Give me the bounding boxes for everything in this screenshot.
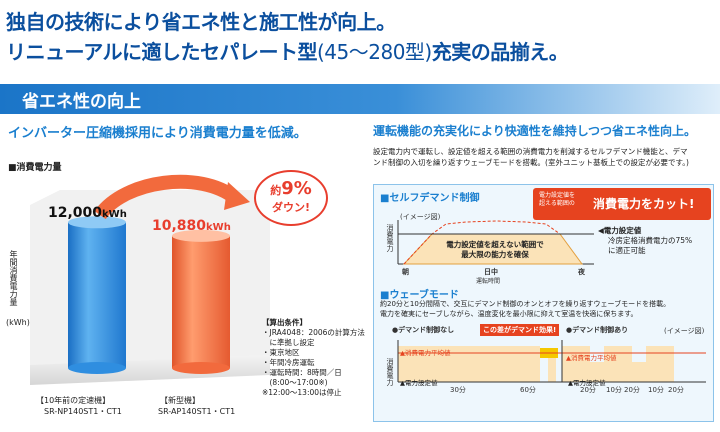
wave-xtick: 20分 <box>580 386 596 394</box>
bar-1 <box>172 235 230 368</box>
conditions: 【算出条件】 ・JRA4048：2006の計算方法 に準拠し設定 ・東京地区 ・… <box>262 318 365 398</box>
wave-image-note: (イメージ図) <box>664 327 705 335</box>
bar-0-base <box>68 362 126 374</box>
wave-on-high-3 <box>646 346 674 382</box>
self-demand-yaxis: 消費電力 <box>386 224 394 252</box>
reduction-arrow <box>94 174 240 220</box>
bar-value-1: 10,880kWh <box>152 218 231 234</box>
category-1-line1: 【新型機】 <box>160 396 200 405</box>
cut-callout: 電力設定値を 超える範囲の 消費電力をカット! <box>533 188 711 220</box>
setpoint-desc1: 冷房定格消費電力の75% <box>608 236 693 245</box>
badge-percent: 9% <box>281 178 312 199</box>
badge-down: ダウン! <box>271 201 311 214</box>
self-demand-title: ■セルフデマンド制御 <box>380 193 480 204</box>
cut-callout-big: 消費電力をカット! <box>593 197 695 211</box>
bar-value-1-unit: kWh <box>206 222 231 233</box>
bar-value-0-unit: kWh <box>102 209 127 220</box>
wave-description: 約20分と10分間隔で、交互にデマンド制御のオンとオフを繰り返すウェーブモードを… <box>380 299 670 319</box>
headline-line1: 独自の技術により省エネ性と施工性が向上。 <box>6 10 396 34</box>
sd-x-night: 夜 <box>578 268 585 276</box>
left-subtitle: インバーター圧縮機採用により消費電力量を低減。 <box>8 126 307 141</box>
condition-item: ・運転時間：8時間／日 <box>262 368 342 377</box>
headline-line2-a: リニューアルに適したセパレート型 <box>6 40 318 64</box>
wave-avg-label-right: ▲消費電力平均値 <box>566 354 617 362</box>
wave-set-label-left: ▲電力設定値 <box>400 379 438 387</box>
chart-label: ■消費電力量 <box>8 163 62 173</box>
bar-value-0: 12,000kWh <box>48 205 127 221</box>
wave-desc1: 約20分と10分間隔で、交互にデマンド制御のオンとオフを繰り返すウェーブモードを… <box>380 300 671 308</box>
energy-chart <box>30 174 270 385</box>
setpoint-note: ◀電力設定値 冷房定格消費電力の75% に適正可能 <box>598 226 692 256</box>
section-title: 省エネ性の向上 <box>22 92 141 112</box>
headline-line2-c: 充実の品揃え。 <box>431 40 569 64</box>
wave-title: ■ウェーブモード <box>380 290 459 301</box>
bar-1-cap <box>172 229 230 242</box>
right-desc-line1: 設定電力内で運転し、設定値を超える範囲の消費電力を削減するセルフデマンド機能と、… <box>373 147 688 156</box>
bar-1-base <box>172 362 230 374</box>
condition-item: ※12:00〜13:00は停止 <box>262 388 342 397</box>
bar-value-0-number: 12,000 <box>48 205 103 221</box>
right-description: 設定電力内で運転し、設定値を超える範囲の消費電力を削減するセルフデマンド機能と、… <box>373 146 689 168</box>
sd-x-morning: 朝 <box>402 268 409 276</box>
wave-avg-label-left: ▲消費電力平均値 <box>400 349 451 357</box>
cut-callout-small1: 電力設定値を <box>539 192 576 199</box>
section-band <box>0 84 720 114</box>
wave-set-label-right: ▲電力設定値 <box>568 379 606 387</box>
self-demand-image-note: (イメージ図) <box>400 213 441 221</box>
sd-inner-line1: 電力設定値を超えない範囲で <box>446 240 544 249</box>
headline-line2-b: (45〜280型) <box>317 40 432 64</box>
condition-item: (8:00〜17:00※) <box>262 378 328 387</box>
wave-label-off: ●デマンド制御なし <box>392 326 455 334</box>
category-0-line1: 【10年前の定速機】 <box>36 396 111 405</box>
wave-on-low-2 <box>632 362 646 382</box>
wave-on-low-1 <box>590 362 604 382</box>
wave-off-area <box>398 346 540 382</box>
bar-0-cap <box>68 216 126 229</box>
bar-value-1-number: 10,880 <box>152 218 207 234</box>
self-demand-inner-text: 電力設定値を超えない範囲で 最大限の能力を確保 <box>430 240 560 260</box>
condition-item: ・東京地区 <box>262 348 300 357</box>
setpoint-label: ◀電力設定値 <box>598 226 642 235</box>
wave-xtick: 10分 <box>648 386 664 394</box>
wave-label-on: ●デマンド制御あり <box>566 326 629 334</box>
wave-on-high-1 <box>562 346 590 382</box>
setpoint-desc2: に適正可能 <box>608 246 646 255</box>
right-subtitle: 運転機能の充実化により快適性を維持しつつ省エネ性向上。 <box>373 124 697 138</box>
wave-xtick: 10分 <box>606 386 622 394</box>
reduction-badge: 約9% ダウン! <box>254 170 328 226</box>
conditions-title: 【算出条件】 <box>262 318 307 327</box>
right-desc-line2: ンド制御の入切を繰り返すウェーブモードを搭載。(室外ユニット基板上での設定が必要… <box>373 158 689 167</box>
yaxis-unit: (kWh) <box>6 318 30 327</box>
sd-uncontrolled-curve <box>403 220 561 265</box>
sd-x-daytime: 日中 <box>484 268 498 276</box>
wave-xtick: 20分 <box>668 386 684 394</box>
condition-item: ・JRA4048：2006の計算方法 <box>262 328 365 337</box>
condition-item: に準拠し設定 <box>262 338 315 347</box>
cut-callout-small2: 超える範囲の <box>539 200 575 207</box>
sd-x-sub: 運転時間 <box>476 278 501 285</box>
wave-yaxis-label: 消費電力 <box>386 358 394 386</box>
wave-gap <box>548 348 556 382</box>
yaxis-label: 年間消費電力量 <box>9 250 18 306</box>
badge-prefix: 約 <box>270 184 282 197</box>
category-1-line2: SR-AP140ST1・CT1 <box>158 407 236 416</box>
wave-xtick: 60分 <box>520 386 536 394</box>
wave-desc2: 電力を確実にセーブしながら、温度変化を最小限に抑えて室温を快適に保ちます。 <box>380 310 638 318</box>
condition-item: ・年間冷房運転 <box>262 358 315 367</box>
headline-line2: リニューアルに適したセパレート型(45〜280型)充実の品揃え。 <box>6 36 569 65</box>
cut-callout-small: 電力設定値を 超える範囲の <box>539 192 575 208</box>
wave-xtick: 30分 <box>450 386 466 394</box>
wave-xtick: 20分 <box>624 386 640 394</box>
wave-on-high-2 <box>604 346 632 382</box>
sd-inner-line2: 最大限の能力を確保 <box>461 250 529 259</box>
reduction-arrow-head <box>224 182 250 210</box>
bar-0 <box>68 222 126 368</box>
effect-callout: この差がデマンド効果! <box>480 324 560 336</box>
wave-diagram <box>397 340 706 383</box>
self-demand-diagram <box>397 220 594 265</box>
category-0-line2: SR-NP140ST1・CT1 <box>44 407 122 416</box>
